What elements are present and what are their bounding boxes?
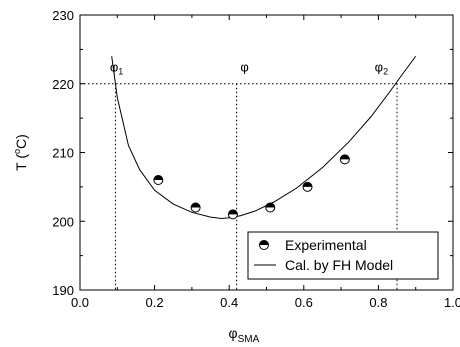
x-tick-label: 0.2 [146,295,164,310]
x-tick-label: 0.6 [295,295,313,310]
legend-box [247,231,439,280]
legend-marker-experimental [259,240,269,250]
legend: Experimental Cal. by FH Model [247,231,439,280]
marker-fill [303,182,313,187]
x-tick-label: 0.8 [369,295,387,310]
x-axis-label: φSMA [229,325,260,345]
y-tick-label: 230 [52,8,74,23]
y-tick-label: 220 [52,77,74,92]
marker-fill [340,154,350,160]
data-point [302,181,313,192]
x-axis-label-sub: SMA [238,334,260,345]
phi-annotation-sub: 1 [118,66,123,76]
phi-annotation-sub: 2 [383,66,388,76]
marker-fill [191,203,201,208]
phi-annotation: φ1 [110,59,123,76]
phi-annotation: φ2 [375,59,388,76]
x-axis-label-main: φ [229,325,238,341]
x-tick-label: 0.0 [71,295,89,310]
marker-fill [259,240,269,245]
data-point [339,154,350,165]
y-axis-label-prefix: T ( [13,154,29,171]
y-axis-label: T (oC) [12,134,29,171]
y-axis-label-suffix: C) [13,134,29,149]
x-tick-label: 1.0 [444,295,460,310]
y-tick-label: 200 [52,214,74,229]
data-point [265,202,276,213]
fh-model-curve [111,55,417,220]
x-tick-label: 0.4 [220,295,238,310]
legend-label-experimental: Experimental [285,237,367,253]
data-point [190,202,201,213]
y-axis-label-sup: o [12,149,22,154]
marker-fill [228,209,238,215]
y-tick-label: 210 [52,146,74,161]
phi-annotation: φ [240,59,248,74]
phi-annotation-main: φ [110,59,118,74]
data-point [153,175,164,185]
phi-annotation-main: φ [240,59,248,74]
marker-fill [265,203,275,208]
legend-label-fh-model: Cal. by FH Model [285,257,393,273]
y-tick-label: 190 [52,283,74,298]
marker-fill [153,175,163,180]
phi-annotation-main: φ [375,59,383,74]
data-point [227,209,238,220]
